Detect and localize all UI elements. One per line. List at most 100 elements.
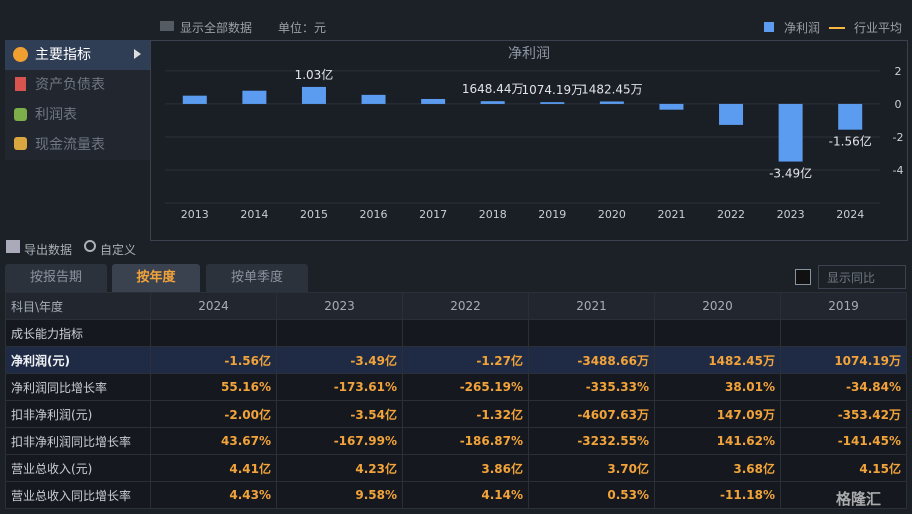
value-label: 1648.44万: [462, 82, 524, 96]
table-row: 扣非净利润同比增长率 43.67% -167.99% -186.87% -3232.55…: [5, 427, 907, 455]
header-cell: 2023: [276, 292, 403, 320]
cell: [276, 319, 403, 347]
bar: [659, 103, 684, 110]
cell: -353.42万: [780, 400, 907, 428]
table-row: 成长能力指标: [5, 319, 907, 347]
x-tick-label: 2019: [538, 208, 566, 221]
cell: 4.14%: [402, 481, 529, 509]
cell: [528, 319, 655, 347]
x-tick-label: 2016: [360, 208, 388, 221]
cell: -173.61%: [276, 373, 403, 401]
tab[interactable]: 按报告期: [5, 264, 107, 292]
cell: -335.33%: [528, 373, 655, 401]
cell: [780, 319, 907, 347]
cell: -3.49亿: [276, 346, 403, 374]
x-tick-label: 2014: [240, 208, 268, 221]
show-all[interactable]: 显示全部数据: [180, 21, 253, 35]
cell: 4.23亿: [276, 454, 403, 482]
x-tick-label: 2021: [657, 208, 685, 221]
compare[interactable]: 显示同比: [818, 265, 906, 289]
cell: 3.86亿: [402, 454, 529, 482]
bar: [182, 95, 207, 104]
cell: -3.54亿: [276, 400, 403, 428]
menu-item[interactable]: 现金流量表: [5, 130, 150, 160]
bar: [480, 101, 505, 104]
cell: -2.00亿: [150, 400, 277, 428]
arrow: [134, 49, 141, 59]
bar: [599, 101, 624, 104]
unit: 单位：元: [278, 21, 327, 35]
x-tick-label: 2013: [181, 208, 209, 221]
cell: -1.32亿: [402, 400, 529, 428]
icon: [6, 240, 20, 253]
table-row: 净利润同比增长率 55.16% -173.61% -265.19% -335.33% 38…: [5, 373, 907, 401]
icon: [13, 47, 28, 62]
cell: [654, 319, 781, 347]
x-tick-label: 2017: [419, 208, 447, 221]
legend-item: 净利润: [784, 21, 821, 35]
value-label: 1074.19万: [521, 83, 583, 97]
cell: -167.99%: [276, 427, 403, 455]
cell: -265.19%: [402, 373, 529, 401]
cell: 4.41亿: [150, 454, 277, 482]
table-row: 扣非净利润(元) -2.00亿 -3.54亿 -1.32亿 -4607.63万 147.0…: [5, 400, 907, 428]
tab[interactable]: 按单季度: [206, 264, 308, 292]
tab[interactable]: 按年度: [112, 264, 200, 292]
row-label: 扣非净利润同比增长率: [5, 427, 151, 455]
cell: 55.16%: [150, 373, 277, 401]
cell: -4607.63万: [528, 400, 655, 428]
cell: 38.01%: [654, 373, 781, 401]
export[interactable]: 导出数据: [24, 243, 73, 257]
header-cell: 2020: [654, 292, 781, 320]
header-cell: 2022: [402, 292, 529, 320]
bar: [361, 94, 386, 104]
x-tick-label: 2015: [300, 208, 328, 221]
table-row: 营业总收入同比增长率 4.43% 9.58% 4.14% 0.53% -11.18%: [5, 481, 907, 509]
x-tick-label: 2022: [717, 208, 745, 221]
row-label: 净利润同比增长率: [5, 373, 151, 401]
icon: [160, 21, 174, 31]
table: 科目\年度 2024 2023 2022 2021 2020 2019 成长能力指标 净利润(元…: [5, 292, 907, 509]
cell: -3232.55%: [528, 427, 655, 455]
icon: [14, 137, 27, 150]
checkbox[interactable]: [795, 269, 811, 285]
bar: [242, 90, 267, 104]
menu-item[interactable]: 利润表: [5, 100, 150, 130]
customize[interactable]: 自定义: [100, 243, 137, 257]
icon: [84, 240, 96, 252]
cell: -186.87%: [402, 427, 529, 455]
header-cell: 科目\年度: [5, 292, 151, 320]
cell: -1.56亿: [150, 346, 277, 374]
cell: [402, 319, 529, 347]
value-label: 1.03亿: [295, 67, 334, 82]
cell: [150, 319, 277, 347]
cell: [780, 481, 907, 509]
bar: [540, 102, 565, 104]
table-row: 营业总收入(元) 4.41亿 4.23亿 3.86亿 3.70亿 3.68亿 4.15亿: [5, 454, 907, 482]
chart: 净利润 2 0 -2 -4 2013 2014 2015 1.03亿 2016 2017 2018 1…: [150, 40, 908, 241]
row-label: 成长能力指标: [5, 319, 151, 347]
y-tick-label: 2: [895, 65, 902, 78]
icon: [14, 108, 27, 121]
cell: 4.43%: [150, 481, 277, 509]
cell: 1482.45万: [654, 346, 781, 374]
bar: [719, 103, 744, 125]
cell: 1074.19万: [780, 346, 907, 374]
x-tick-label: 2018: [479, 208, 507, 221]
menu-item[interactable]: 主要指标: [5, 40, 150, 70]
cell: 43.67%: [150, 427, 277, 455]
value-label: -3.49亿: [769, 166, 812, 181]
cell: 3.68亿: [654, 454, 781, 482]
row-label: 净利润(元): [5, 346, 151, 374]
menu-item[interactable]: 资产负债表: [5, 70, 150, 100]
header-cell: 2024: [150, 292, 277, 320]
row-label: 营业总收入同比增长率: [5, 481, 151, 509]
y-tick-label: -2: [893, 131, 904, 144]
legend-item: 行业平均: [854, 21, 903, 35]
bar: [838, 103, 863, 130]
cell: -141.45%: [780, 427, 907, 455]
watermark: 格隆汇: [836, 490, 882, 508]
cell: 3.70亿: [528, 454, 655, 482]
cell: -3488.66万: [528, 346, 655, 374]
